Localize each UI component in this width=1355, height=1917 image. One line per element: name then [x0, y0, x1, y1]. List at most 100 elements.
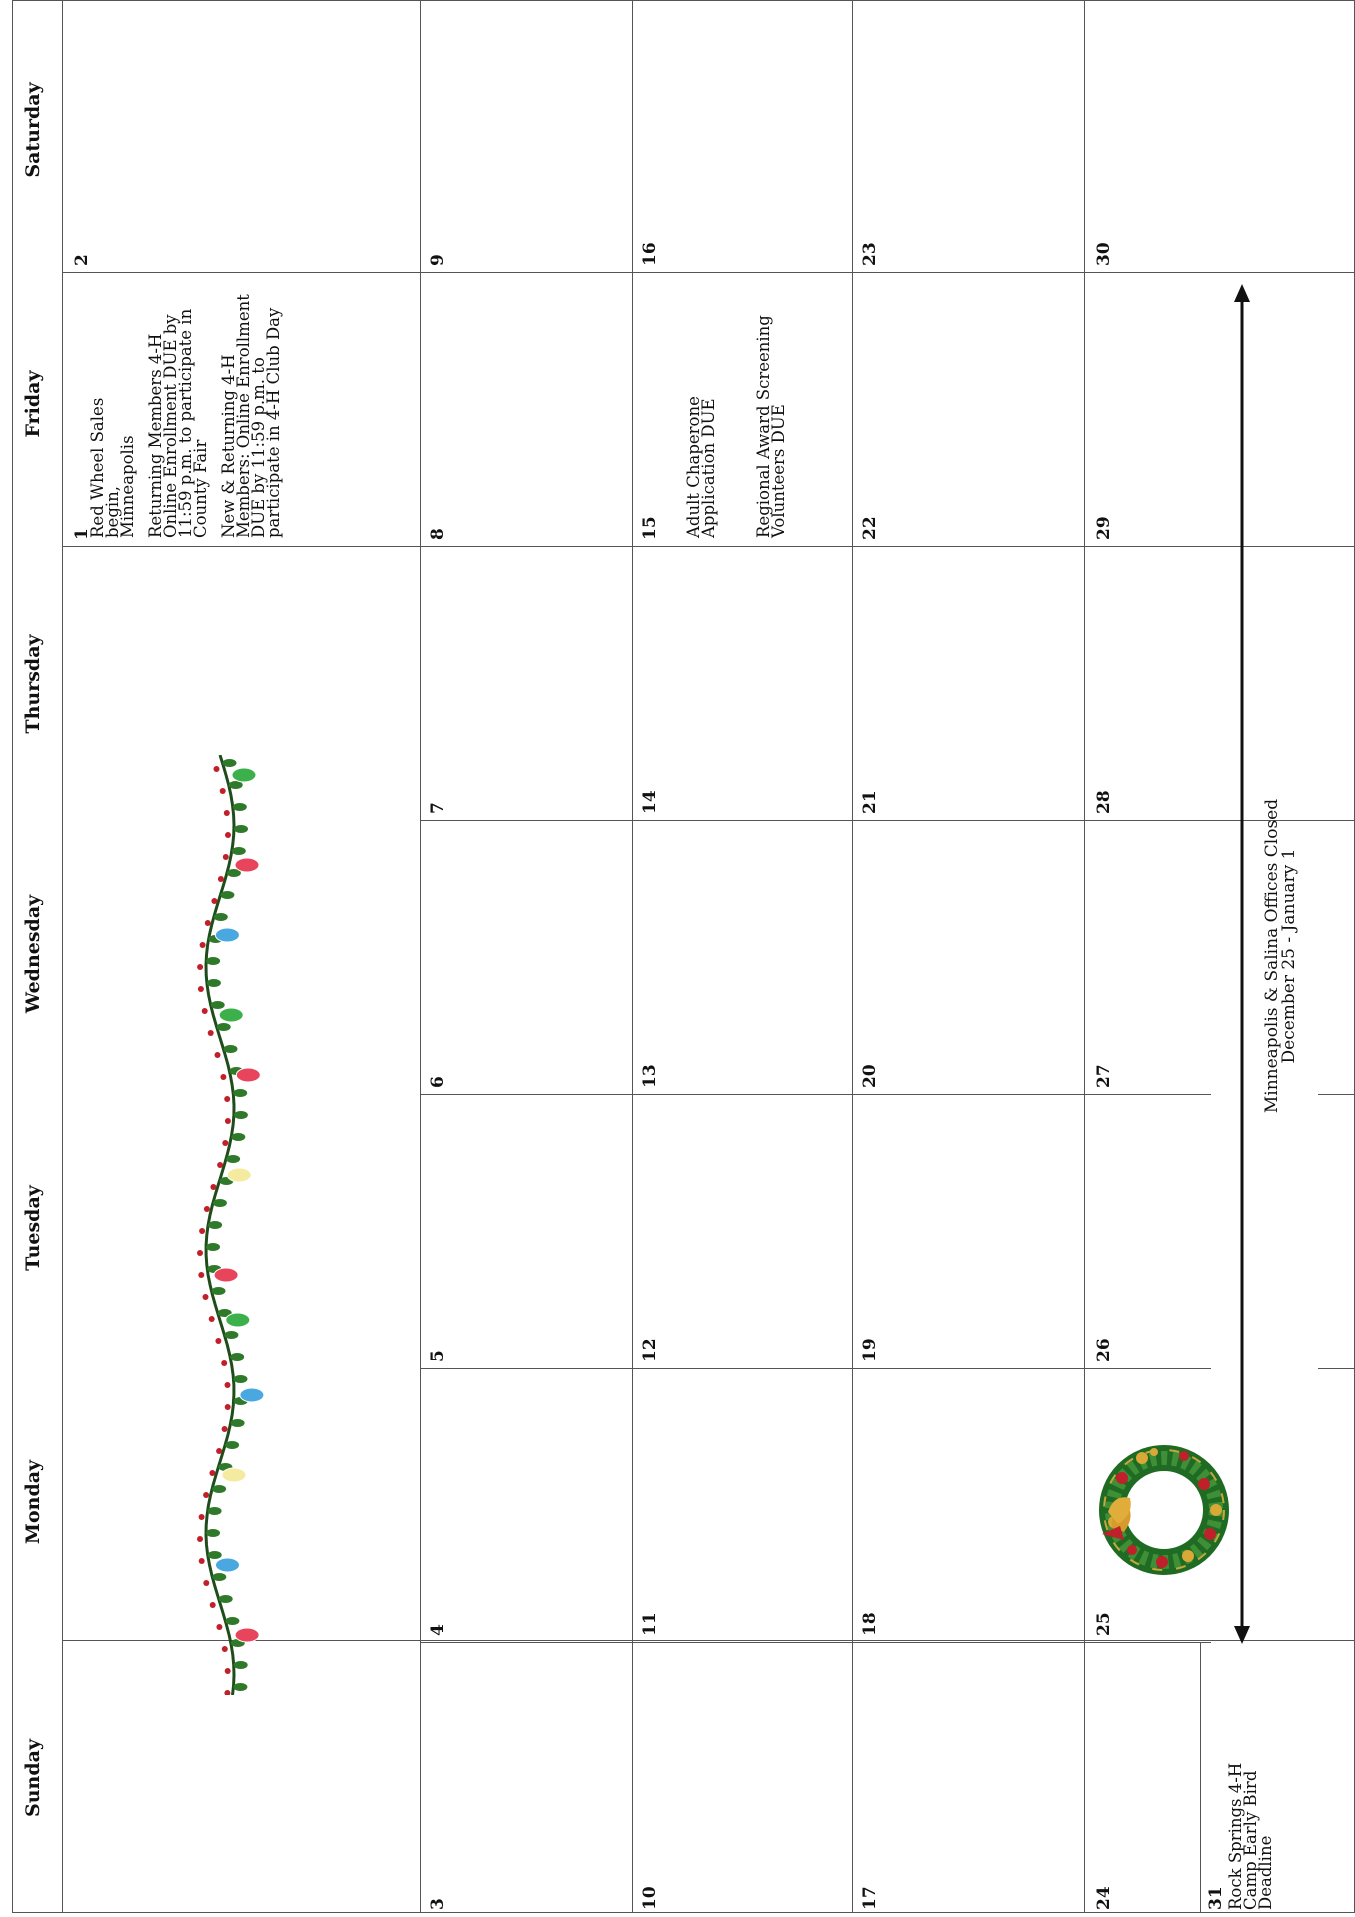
- week5-split-line: [1200, 1642, 1201, 1912]
- tue-mon-line: [420, 1368, 1211, 1369]
- garland-berry: [203, 1492, 210, 1498]
- garland-leaf: [222, 759, 237, 767]
- closed-line-2: December 25 - January 1: [1279, 848, 1299, 1064]
- garland-berry: [225, 832, 231, 838]
- week2-line: [632, 0, 633, 1913]
- date-24: 24: [1094, 1886, 1114, 1910]
- garland-leaf: [218, 1595, 233, 1603]
- garland-leaf: [206, 957, 221, 965]
- wed-tue-line: [420, 1094, 1211, 1095]
- garland-leaf: [206, 1243, 220, 1251]
- event-text: Returning Members 4-H Online Enrollment …: [146, 308, 210, 538]
- garland-leaf: [226, 1155, 241, 1163]
- date-11: 11: [640, 1612, 660, 1636]
- garland-leaf: [212, 1485, 227, 1493]
- garland-berry: [224, 1668, 231, 1674]
- garland-berry: [210, 1184, 217, 1190]
- garland-berry: [209, 1602, 216, 1608]
- garland-leaf: [225, 1617, 240, 1625]
- garland-berry: [216, 1448, 223, 1454]
- garland-berry: [207, 1030, 214, 1036]
- garland-berry: [216, 1624, 223, 1630]
- garland-leaf: [212, 1199, 227, 1207]
- date-7: 7: [428, 802, 448, 814]
- garland-leaf: [224, 1331, 239, 1339]
- garland-leaf: [232, 803, 247, 811]
- garland-berry: [209, 1470, 216, 1476]
- garland-leaf: [233, 1661, 248, 1669]
- date-12: 12: [640, 1338, 660, 1362]
- garland-leaf: [231, 847, 246, 855]
- garland-bulb: [215, 1557, 240, 1573]
- event-text: Rock Springs 4-H Camp Early Bird Deadlin…: [1226, 1762, 1275, 1910]
- date-20: 20: [860, 1064, 880, 1088]
- christmas-wreath-icon: [1099, 1445, 1229, 1575]
- garland-berry: [198, 1558, 205, 1564]
- event-text: New & Returning 4-H Members: Online Enro…: [219, 294, 283, 538]
- date-17: 17: [860, 1886, 880, 1910]
- garland-berry: [222, 854, 229, 860]
- event-adult-chaperone: Adult Chaperone Application DUE: [684, 328, 729, 538]
- garland-berry: [204, 920, 211, 926]
- wed-tue-line-right: [1318, 1094, 1355, 1095]
- grid-bottom-line: [12, 1912, 1355, 1913]
- garland-berry: [198, 1272, 205, 1278]
- garland-berry: [222, 1140, 229, 1146]
- garland-berry: [221, 1646, 228, 1652]
- date-18: 18: [860, 1612, 880, 1636]
- garland-berry: [221, 1360, 228, 1366]
- garland-berry: [221, 1426, 228, 1432]
- day-header-monday: Monday: [22, 1459, 44, 1545]
- garland-leaf: [216, 1023, 231, 1031]
- header-col-line: [62, 0, 63, 1913]
- day-header-saturday: Saturday: [22, 82, 44, 178]
- garland-berry: [197, 986, 204, 992]
- garland-bulb: [214, 927, 240, 943]
- garland-bulb: [239, 1387, 265, 1403]
- date-22: 22: [860, 516, 880, 540]
- date-27: 27: [1094, 1064, 1114, 1088]
- garland-berry: [224, 1096, 231, 1102]
- garland-bulb: [225, 1312, 251, 1328]
- garland-berry: [198, 1514, 205, 1520]
- date-8: 8: [428, 528, 448, 540]
- date-31: 31: [1206, 1886, 1226, 1910]
- event-text: Adult Chaperone Application DUE: [684, 396, 718, 538]
- date-21: 21: [860, 790, 880, 814]
- event-text: Regional Award Screening Volunteers DUE: [754, 315, 788, 538]
- event-red-wheel-sales: Red Wheel Sales begin, Minneapolis Retur…: [88, 278, 294, 538]
- garland-leaf: [233, 1375, 248, 1383]
- tue-mon-line-right: [1318, 1368, 1355, 1369]
- garland-berry: [211, 898, 218, 904]
- garland-berry: [220, 1074, 227, 1080]
- garland-berry: [203, 1580, 210, 1586]
- date-29: 29: [1094, 516, 1114, 540]
- garland-leaf: [234, 825, 248, 833]
- garland-leaf: [206, 979, 221, 987]
- garland-bulb: [218, 1007, 244, 1023]
- date-9: 9: [428, 254, 448, 266]
- garland-berry: [215, 1338, 222, 1344]
- garland-berry: [217, 876, 224, 882]
- garland-berry: [203, 1206, 210, 1212]
- date-28: 28: [1094, 790, 1114, 814]
- event-text: Red Wheel Sales begin, Minneapolis: [88, 397, 137, 538]
- date-10: 10: [640, 1886, 660, 1910]
- fri-thu-line: [62, 546, 1355, 547]
- week1-line: [420, 0, 421, 1913]
- garland-leaf: [233, 1111, 248, 1119]
- garland-berry: [208, 1316, 215, 1322]
- date-4: 4: [428, 1624, 448, 1636]
- garland-berry: [202, 1294, 209, 1300]
- offices-closed-note: Minneapolis & Salina Offices Closed Dece…: [1262, 786, 1299, 1126]
- garland-berry: [197, 1250, 203, 1256]
- header-divider-line: [62, 1640, 1355, 1641]
- garland-leaf: [211, 1287, 226, 1295]
- event-rock-springs-camp: Rock Springs 4-H Camp Early Bird Deadlin…: [1226, 1680, 1286, 1910]
- week3-line: [852, 0, 853, 1913]
- garland-bulb: [226, 1167, 252, 1183]
- date-15: 15: [640, 516, 660, 540]
- garland-leaf: [223, 1045, 238, 1053]
- garland-bulb: [221, 1467, 247, 1483]
- garland-leaf: [213, 913, 228, 921]
